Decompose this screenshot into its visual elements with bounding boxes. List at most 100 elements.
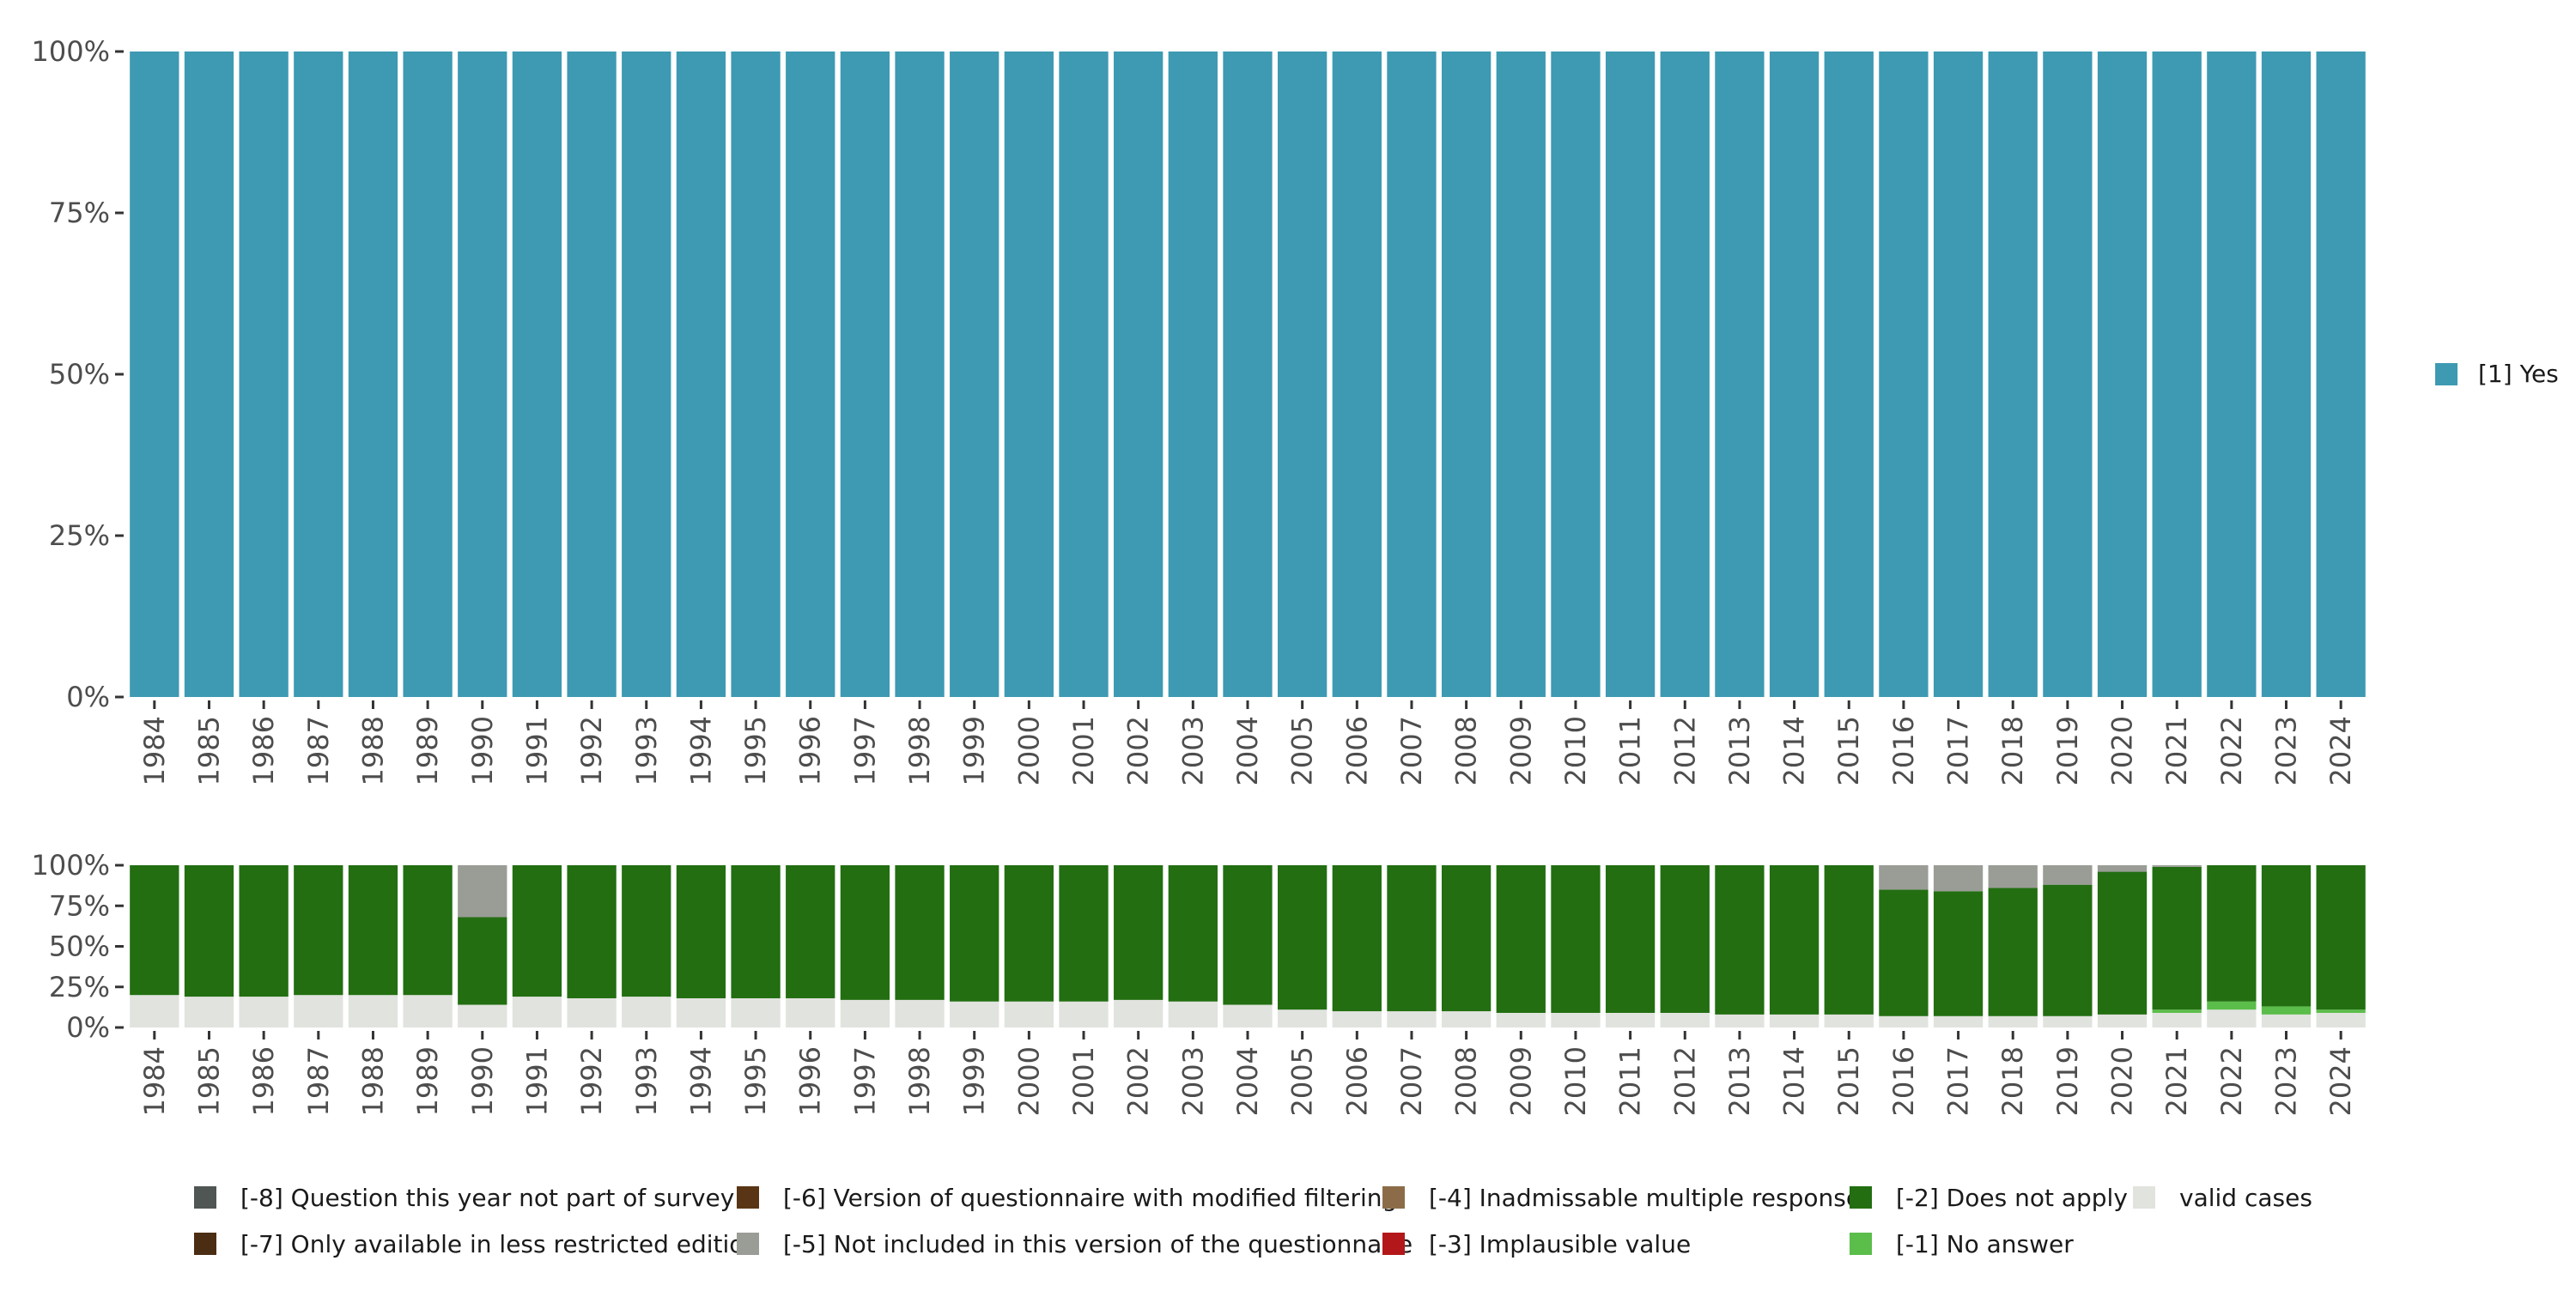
bar-segment <box>1879 889 1929 1016</box>
x-tick-label: 1986 <box>247 1046 280 1116</box>
bar-segment <box>731 52 781 697</box>
x-tick-label: 2015 <box>1832 1046 1865 1116</box>
y-tick-label: 50% <box>49 930 110 963</box>
bar-segment <box>786 865 835 998</box>
x-tick-label: 1998 <box>903 1046 936 1116</box>
bar-segment <box>1933 52 1984 697</box>
bar-segment <box>1769 1014 1820 1027</box>
bar-segment <box>1004 865 1054 1002</box>
bar-segment <box>2152 866 2202 1010</box>
x-tick-label: 2013 <box>1723 716 1756 785</box>
bar-segment <box>1496 1012 1546 1027</box>
bar-segment <box>239 997 289 1027</box>
bottom-chart-missing-codes: 0% 25% 50% 75% 100% 1984 1985 1986 1987 1988 1989 1… <box>32 849 2366 1116</box>
y-tick-label: 100% <box>32 35 110 68</box>
y-tick-label: 0% <box>66 681 110 713</box>
x-tick-label: 1990 <box>466 1046 499 1116</box>
bar-segment <box>348 865 398 996</box>
bar-segment <box>1168 1001 1218 1027</box>
legend-label-6-version-of-questionnaire-with-modified-filtering: [-6] Version of questionnaire with modif… <box>783 1184 1397 1212</box>
bar-segment <box>1441 1011 1492 1027</box>
bar-segment <box>184 865 234 997</box>
y-tick-label: 75% <box>49 889 110 922</box>
bar-segment <box>2316 865 2366 1010</box>
x-tick-label: 1996 <box>794 1046 827 1116</box>
x-tick-label: 2001 <box>1067 716 1100 785</box>
x-tick-label: 2020 <box>2106 716 2139 785</box>
x-tick-label: 1994 <box>684 716 717 785</box>
x-tick-label: 2007 <box>1395 1046 1428 1116</box>
x-tick-label: 1992 <box>575 716 608 785</box>
legend-label-2-does-not-apply: [-2] Does not apply <box>1896 1184 2128 1212</box>
x-tick-label: 1985 <box>192 1046 225 1116</box>
bar-segment <box>2152 1009 2202 1013</box>
bar-segment <box>1332 52 1382 697</box>
top-chart-legend: [1] Yes <box>2435 360 2559 388</box>
bar-segment <box>184 52 234 697</box>
bar-segment <box>786 52 835 697</box>
bar-segment <box>1004 52 1054 697</box>
x-tick-label: 2006 <box>1340 1046 1373 1116</box>
bar-segment <box>1168 52 1218 697</box>
x-tick-label: 2016 <box>1887 716 1920 785</box>
bar-segment <box>1824 1014 1874 1027</box>
bar-segment <box>2261 1014 2312 1027</box>
bar-segment <box>1824 52 1874 697</box>
bar-segment <box>840 999 890 1027</box>
x-tick-label: 2002 <box>1122 716 1155 785</box>
bar-segment <box>130 995 179 1027</box>
bar-segment <box>1715 1014 1765 1027</box>
bar-segment <box>1551 865 1601 1013</box>
bar-segment <box>950 1001 999 1027</box>
bar-segment <box>1988 1015 2038 1027</box>
bar-segment <box>2043 1015 2093 1027</box>
bar-segment <box>130 52 179 697</box>
bar-segment <box>567 997 617 1027</box>
x-tick-label: 1995 <box>739 716 772 785</box>
x-tick-label: 1993 <box>630 716 663 785</box>
x-tick-label: 2016 <box>1887 1046 1920 1116</box>
x-tick-label: 2023 <box>2270 1046 2303 1116</box>
legend-swatch-2-does-not-apply <box>1850 1186 1872 1209</box>
bar-segment <box>1223 865 1273 1005</box>
bar-segment <box>622 997 671 1027</box>
y-tick-label: 0% <box>66 1011 110 1044</box>
bar-segment <box>2207 865 2257 1002</box>
x-tick-label: 1987 <box>302 716 335 785</box>
bar-segment <box>2043 52 2093 697</box>
legend-label-yes: [1] Yes <box>2478 360 2559 388</box>
bar-segment <box>567 52 617 697</box>
x-tick-label: 2005 <box>1286 1046 1319 1116</box>
x-tick-label: 1989 <box>411 1046 444 1116</box>
bar-segment <box>348 52 398 697</box>
x-tick-label: 2021 <box>2160 716 2193 785</box>
bar-segment <box>2316 1009 2366 1013</box>
bar-segment <box>622 52 671 697</box>
bar-segment <box>2043 884 2093 1016</box>
bar-segment <box>403 52 453 697</box>
bar-segment <box>895 865 945 1000</box>
bar-segment <box>1441 865 1492 1012</box>
bar-segment <box>1879 1015 1929 1027</box>
legend-swatch-7-only-available-in-less-restricted-edition <box>194 1233 216 1255</box>
bar-segment <box>567 865 617 998</box>
x-tick-label: 2010 <box>1559 1046 1592 1116</box>
bar-segment <box>1988 865 2038 888</box>
bar-segment <box>1933 865 1984 892</box>
x-tick-label: 1999 <box>958 716 991 785</box>
bar-segment <box>1332 1011 1382 1027</box>
bar-segment <box>622 865 671 997</box>
bar-segment <box>1605 865 1656 1013</box>
x-tick-label: 2004 <box>1231 1046 1264 1116</box>
bar-segment <box>676 52 726 697</box>
bar-segment <box>294 995 343 1027</box>
bar-segment <box>512 52 562 697</box>
x-tick-label: 2007 <box>1395 716 1428 785</box>
y-tick-label: 75% <box>49 197 110 229</box>
bar-segment <box>2152 52 2202 697</box>
bar-segment <box>1387 865 1437 1012</box>
x-tick-label: 2009 <box>1504 716 1537 785</box>
bar-segment <box>2316 52 2366 697</box>
bar-segment <box>676 865 726 998</box>
